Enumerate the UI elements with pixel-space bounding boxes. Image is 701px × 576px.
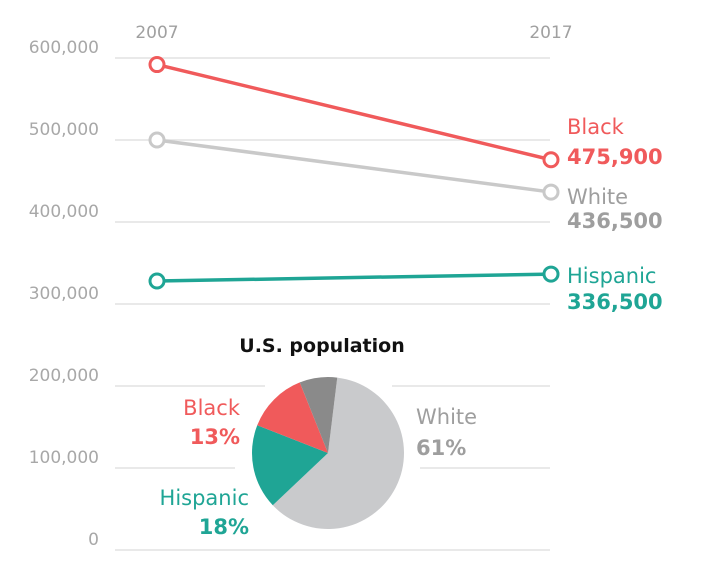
- series-line: [156, 62, 552, 162]
- y-tick-label: 100,000: [29, 448, 99, 468]
- pie-title: U.S. population: [239, 335, 404, 357]
- y-tick-label: 400,000: [29, 202, 99, 222]
- y-tick-label: 0: [88, 530, 99, 550]
- series-label-value: 336,500: [567, 290, 663, 314]
- data-point: [542, 151, 560, 169]
- pie-slice-other: [299, 377, 338, 453]
- series-label-value: 436,500: [567, 209, 663, 233]
- series-label-name: White: [567, 185, 628, 209]
- pie-label-value: 61%: [416, 436, 466, 460]
- pie-label-value: 18%: [199, 515, 249, 539]
- pie-slice-hispanic: [251, 425, 328, 506]
- pie-chart: [251, 377, 405, 530]
- series-black: [148, 56, 560, 169]
- data-point: [148, 131, 166, 149]
- gridlines: [115, 57, 550, 551]
- series-label-name: Hispanic: [567, 264, 656, 288]
- x-tick-label: 2007: [135, 23, 178, 43]
- data-point: [148, 56, 166, 74]
- data-point: [542, 265, 560, 283]
- pie-label-value: 13%: [190, 425, 240, 449]
- y-axis-ticks: 0 100,000 200,000 300,000 400,000 500,000 600,…: [29, 38, 99, 550]
- line-series: [148, 56, 560, 290]
- series-hispanic: [148, 265, 560, 290]
- data-point: [542, 183, 560, 201]
- x-axis-ticks: 2007 2017: [135, 23, 572, 43]
- pie-labels: White 61% Hispanic 18% Black 13%: [160, 396, 478, 539]
- data-point: [148, 272, 166, 290]
- series-line: [156, 138, 552, 194]
- y-tick-label: 500,000: [29, 120, 99, 140]
- y-tick-label: 300,000: [29, 284, 99, 304]
- series-label-name: Black: [567, 115, 625, 139]
- pie-label-name: Black: [183, 396, 241, 420]
- series-white: [148, 131, 560, 201]
- pie-label-name: White: [416, 405, 477, 429]
- pie-label-name: Hispanic: [160, 486, 249, 510]
- y-tick-label: 200,000: [29, 366, 99, 386]
- y-tick-label: 600,000: [29, 38, 99, 58]
- pie-slice-white: [272, 377, 405, 530]
- pie-slice-black: [257, 382, 328, 453]
- x-tick-label: 2017: [529, 23, 572, 43]
- series-label-value: 475,900: [567, 145, 663, 169]
- series-line: [156, 272, 552, 283]
